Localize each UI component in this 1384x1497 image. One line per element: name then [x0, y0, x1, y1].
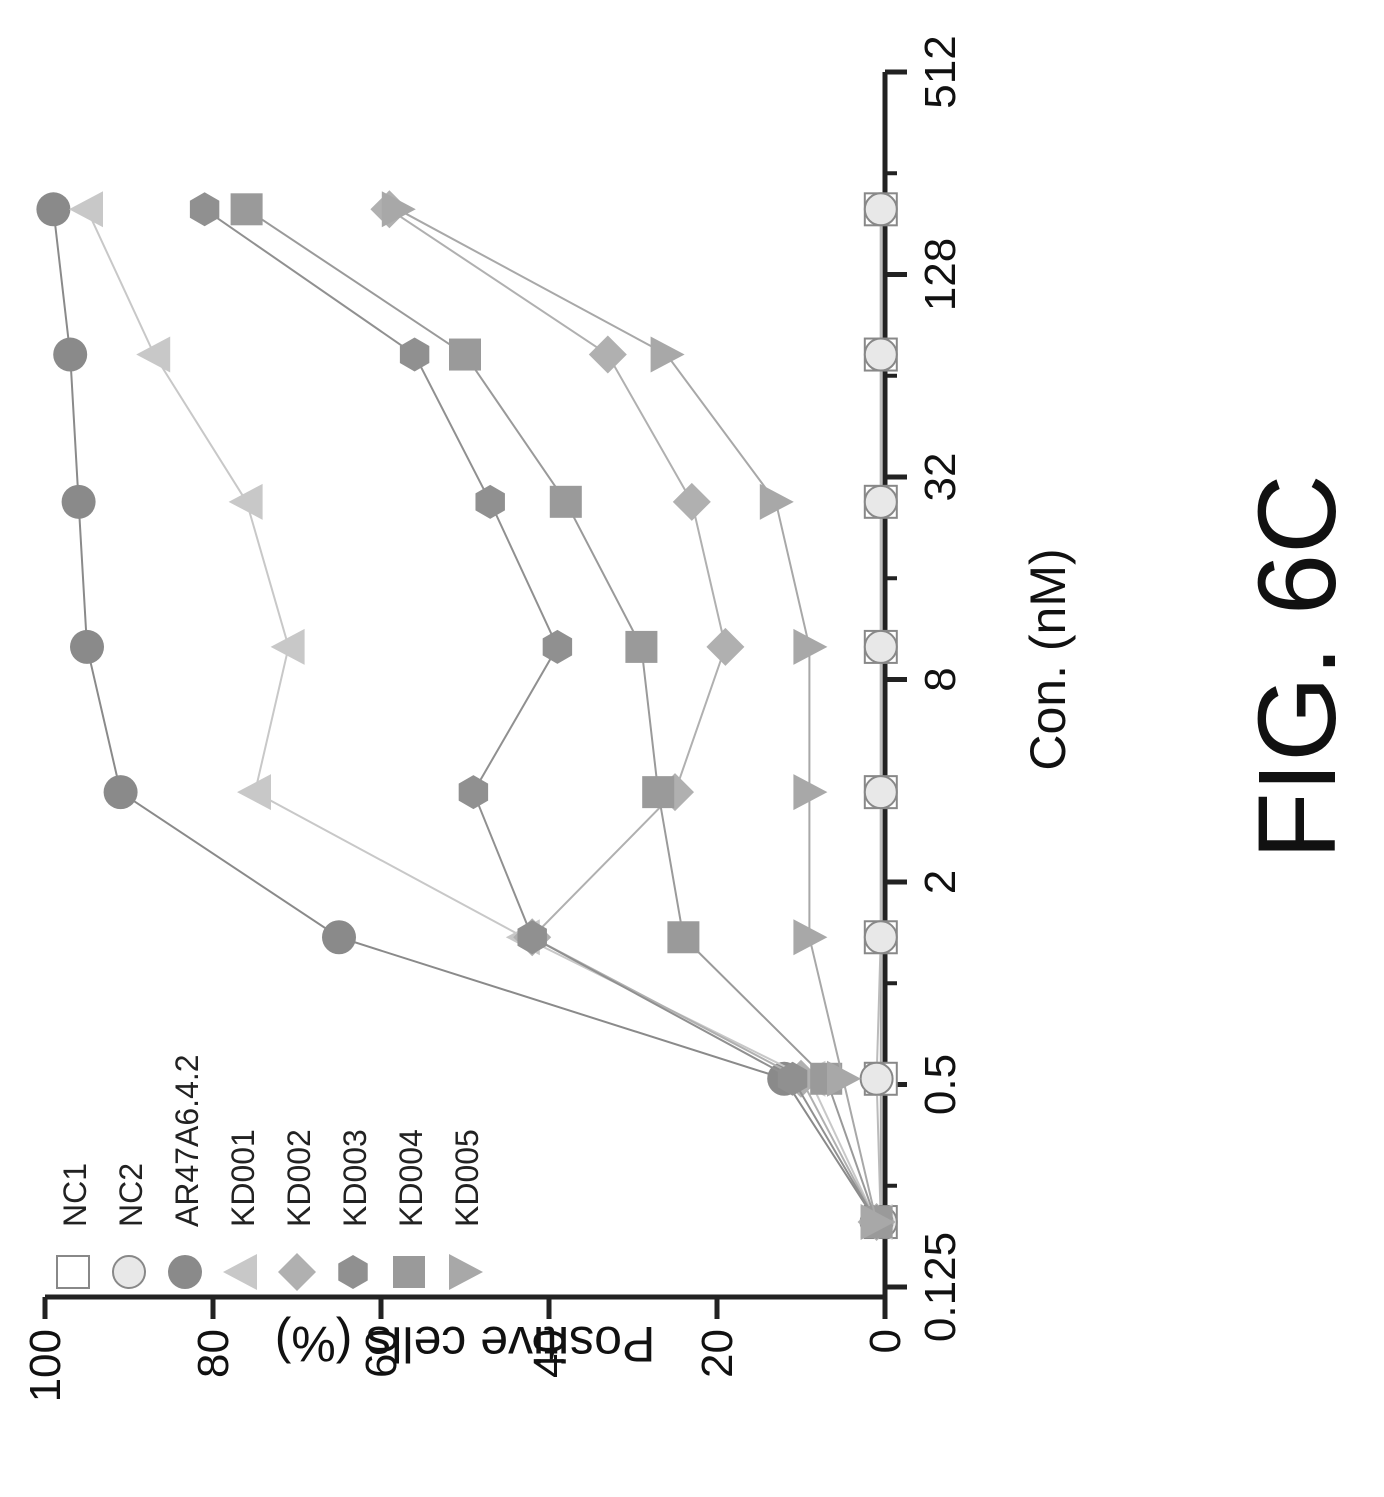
y-tick-label: 100 [21, 1329, 70, 1402]
series-kd003 [189, 192, 892, 1240]
series-line [246, 208, 878, 1223]
legend-marker [223, 1254, 257, 1290]
data-point [517, 920, 547, 955]
data-point [230, 193, 263, 226]
legend-label: KD002 [281, 1129, 317, 1227]
data-point [667, 921, 700, 954]
data-point [136, 336, 171, 373]
data-point [863, 484, 898, 519]
x-axis-title: Con. (nM) [1020, 548, 1076, 770]
series-line [204, 208, 878, 1223]
data-point [863, 629, 898, 664]
data-point [672, 482, 711, 521]
data-point [759, 483, 794, 520]
data-point [706, 627, 745, 666]
legend-marker [56, 1255, 90, 1289]
data-point [650, 336, 685, 373]
chart-root: 0.125 0.5 2 8 32 128 512 0 20 40 60 80 100 NC1 NC2 AR4… [21, 35, 1359, 1402]
data-point [642, 776, 675, 809]
y-tick-label: 80 [189, 1329, 238, 1378]
data-point [863, 920, 898, 955]
y-axis-title: Positive cells (%) [275, 1316, 656, 1372]
data-point [270, 628, 305, 665]
data-point [69, 191, 103, 228]
y-tick-label: 40 [525, 1329, 574, 1378]
data-point [237, 774, 271, 811]
data-point [859, 1061, 894, 1096]
data-point [36, 192, 71, 227]
legend-label: NC1 [57, 1163, 93, 1227]
x-tick-label: 512 [916, 35, 965, 108]
data-point [70, 629, 104, 664]
x-tick-label: 0.125 [916, 1232, 965, 1342]
x-tick-label: 128 [916, 238, 965, 311]
data-point [860, 1204, 895, 1241]
data-point [189, 192, 220, 227]
legend-marker [393, 1256, 425, 1288]
data-point [793, 628, 828, 665]
data-point [827, 1060, 861, 1097]
data-point [61, 484, 96, 519]
x-tick-label: 8 [916, 667, 965, 691]
series-kd005 [381, 191, 895, 1241]
legend-marker [338, 1255, 368, 1289]
legend-marker [168, 1255, 202, 1289]
series-layer [36, 190, 898, 1242]
data-point [588, 335, 627, 374]
data-point [777, 1061, 808, 1096]
legend-label: KD004 [393, 1129, 429, 1227]
chart-axes: 0.125 0.5 2 8 32 128 512 0 20 40 60 80 100 [21, 35, 965, 1402]
y-tick-label: 20 [693, 1329, 742, 1378]
series-line [52, 209, 878, 1223]
data-point [458, 775, 489, 810]
series-line [875, 209, 882, 1223]
y-tick-label: 0 [861, 1329, 910, 1353]
x-tick-label: 32 [916, 453, 965, 502]
data-point [863, 775, 898, 810]
series-nc2 [859, 192, 898, 1240]
x-tick-label: 0.5 [916, 1054, 965, 1115]
figure-label: FIG. 6C [1236, 474, 1359, 859]
series-line [86, 208, 878, 1223]
data-point [103, 775, 138, 810]
legend-marker [449, 1254, 483, 1290]
legend-label: AR47A6.4.2 [169, 1054, 205, 1227]
legend-label: NC2 [113, 1163, 149, 1227]
data-point [53, 337, 88, 372]
data-point [381, 191, 416, 228]
data-point [863, 192, 898, 227]
data-point [625, 630, 658, 663]
data-point [793, 919, 828, 956]
data-point [449, 338, 481, 371]
data-point [863, 337, 898, 372]
series-line [397, 208, 878, 1223]
data-point [322, 920, 356, 955]
series-line [388, 208, 878, 1223]
legend-label: KD005 [449, 1129, 485, 1227]
legend: NC1 NC2 AR47A6.4.2 KD001 KD002 KD003 KD004 KD00… [56, 1054, 485, 1291]
legend-label: KD001 [225, 1129, 261, 1227]
data-point [475, 484, 505, 519]
legend-marker [278, 1253, 316, 1291]
data-point [399, 337, 430, 372]
data-point [549, 485, 582, 518]
legend-marker [112, 1255, 146, 1289]
data-point [793, 774, 828, 811]
x-tick-label: 2 [916, 870, 965, 894]
data-point [228, 483, 263, 520]
y-tick-label: 60 [357, 1329, 406, 1378]
legend-label: KD003 [337, 1129, 373, 1227]
data-point [542, 629, 573, 664]
